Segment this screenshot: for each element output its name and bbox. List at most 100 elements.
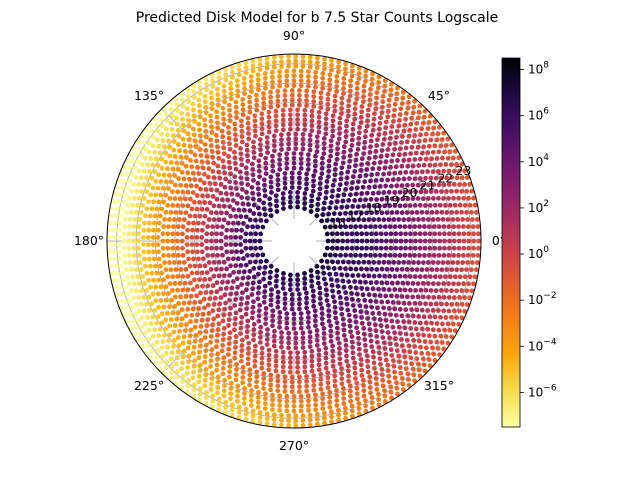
data-point — [242, 391, 247, 396]
colorbar-tick-label: 100 — [528, 245, 549, 261]
data-point — [271, 417, 277, 423]
data-point — [397, 365, 403, 370]
data-point — [420, 196, 426, 202]
data-point — [300, 345, 306, 350]
data-point — [355, 297, 361, 303]
data-point — [156, 172, 162, 178]
data-point — [431, 182, 437, 188]
data-point — [334, 231, 340, 237]
data-point — [179, 307, 185, 313]
data-point — [122, 192, 128, 198]
data-point — [334, 393, 340, 398]
data-point — [326, 168, 332, 174]
data-point — [350, 350, 356, 356]
data-point — [216, 273, 222, 279]
data-point — [122, 260, 128, 265]
data-point — [309, 128, 315, 134]
data-point — [176, 176, 182, 181]
data-point — [462, 274, 468, 280]
data-point — [342, 405, 348, 411]
data-point — [368, 252, 373, 258]
data-point — [346, 312, 352, 318]
data-point — [309, 363, 315, 369]
data-point — [280, 364, 286, 370]
data-point — [421, 224, 427, 229]
data-point — [300, 146, 306, 152]
data-point — [319, 316, 325, 322]
data-point — [232, 344, 238, 350]
data-point — [326, 265, 331, 271]
data-point — [286, 58, 292, 64]
data-point — [119, 291, 125, 297]
data-point — [435, 345, 441, 351]
data-point — [136, 231, 142, 237]
data-point — [343, 139, 349, 145]
data-point — [250, 190, 255, 196]
data-point — [343, 187, 348, 192]
data-point — [315, 269, 320, 275]
data-point — [392, 306, 398, 312]
data-point — [214, 289, 220, 295]
data-point — [370, 286, 376, 292]
data-point — [456, 245, 462, 251]
data-point — [227, 107, 233, 113]
data-point — [316, 124, 322, 130]
data-point — [203, 104, 209, 110]
data-point — [451, 295, 457, 301]
data-point — [202, 99, 208, 105]
data-point — [409, 307, 414, 312]
data-point — [321, 331, 327, 336]
data-point — [311, 303, 317, 309]
data-point — [456, 238, 462, 244]
data-point — [457, 182, 462, 187]
data-point — [406, 133, 412, 139]
data-point — [466, 281, 471, 287]
data-point — [457, 308, 462, 314]
data-point — [415, 281, 421, 286]
data-point — [375, 137, 380, 143]
data-point — [388, 245, 394, 251]
data-point — [449, 209, 455, 215]
data-point — [228, 96, 234, 102]
data-point — [163, 371, 168, 376]
data-point — [363, 252, 368, 258]
data-point — [223, 67, 228, 73]
data-point — [354, 325, 359, 331]
data-point — [369, 304, 375, 310]
data-point — [256, 389, 261, 395]
data-point — [234, 276, 240, 282]
data-point — [158, 179, 164, 184]
data-point — [336, 64, 341, 70]
data-point — [459, 209, 464, 215]
data-point — [139, 152, 145, 158]
angle-tick-label: 180° — [74, 233, 104, 248]
data-point — [353, 210, 359, 216]
data-point — [223, 77, 229, 83]
data-point — [420, 182, 426, 188]
data-point — [284, 83, 290, 89]
data-point — [256, 191, 262, 197]
data-point — [336, 412, 341, 418]
data-point — [132, 195, 137, 201]
data-point — [273, 283, 279, 289]
data-point — [392, 274, 398, 279]
data-point — [270, 323, 275, 329]
data-point — [214, 114, 220, 120]
data-point — [311, 94, 317, 99]
data-point — [274, 203, 280, 209]
data-point — [462, 202, 468, 208]
data-point — [377, 183, 383, 189]
data-point — [339, 272, 345, 278]
data-point — [293, 58, 299, 64]
data-point — [313, 407, 318, 413]
data-point — [295, 204, 300, 210]
data-point — [180, 189, 186, 195]
data-point — [437, 274, 443, 280]
data-point — [348, 224, 354, 230]
data-point — [341, 155, 347, 160]
data-point — [372, 184, 378, 190]
data-point — [254, 374, 260, 380]
data-point — [230, 256, 236, 262]
data-point — [328, 200, 334, 205]
data-point — [474, 217, 480, 222]
